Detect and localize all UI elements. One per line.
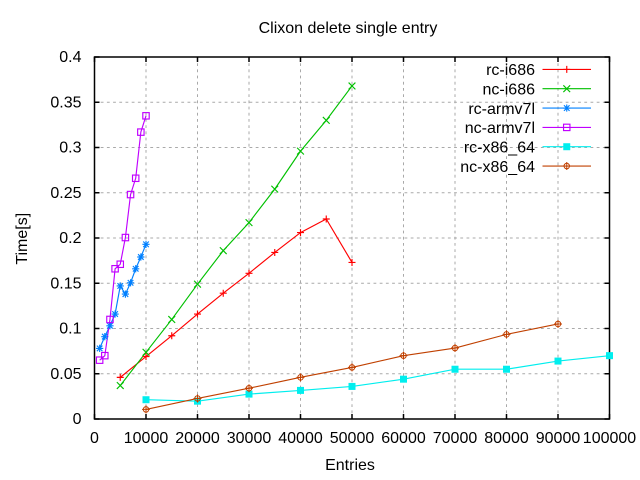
svg-text:Entries: Entries <box>325 457 375 474</box>
svg-text:0.35: 0.35 <box>50 94 81 111</box>
svg-text:40000: 40000 <box>278 430 323 447</box>
svg-text:0.1: 0.1 <box>59 321 81 338</box>
svg-text:10000: 10000 <box>124 430 169 447</box>
svg-text:0.2: 0.2 <box>59 230 81 247</box>
svg-text:30000: 30000 <box>227 430 272 447</box>
svg-text:rc-x86_64: rc-x86_64 <box>464 139 535 156</box>
svg-text:0.25: 0.25 <box>50 185 81 202</box>
svg-text:nc-i686: nc-i686 <box>483 81 536 98</box>
svg-text:0.4: 0.4 <box>59 49 81 66</box>
svg-text:20000: 20000 <box>175 430 220 447</box>
svg-text:0.15: 0.15 <box>50 275 81 292</box>
svg-text:rc-i686: rc-i686 <box>486 62 535 79</box>
svg-text:0.05: 0.05 <box>50 366 81 383</box>
svg-text:rc-armv7l: rc-armv7l <box>468 101 535 118</box>
svg-text:100000: 100000 <box>583 430 636 447</box>
svg-text:Clixon delete single entry: Clixon delete single entry <box>259 20 438 37</box>
svg-text:nc-x86_64: nc-x86_64 <box>460 159 535 176</box>
svg-text:60000: 60000 <box>381 430 426 447</box>
svg-text:90000: 90000 <box>536 430 581 447</box>
svg-text:80000: 80000 <box>484 430 529 447</box>
svg-text:0: 0 <box>73 411 82 428</box>
svg-text:nc-armv7l: nc-armv7l <box>465 120 535 137</box>
svg-text:0.3: 0.3 <box>59 140 81 157</box>
svg-text:70000: 70000 <box>433 430 478 447</box>
svg-text:50000: 50000 <box>330 430 375 447</box>
svg-text:0: 0 <box>90 430 99 447</box>
svg-text:Time[s]: Time[s] <box>14 213 31 265</box>
